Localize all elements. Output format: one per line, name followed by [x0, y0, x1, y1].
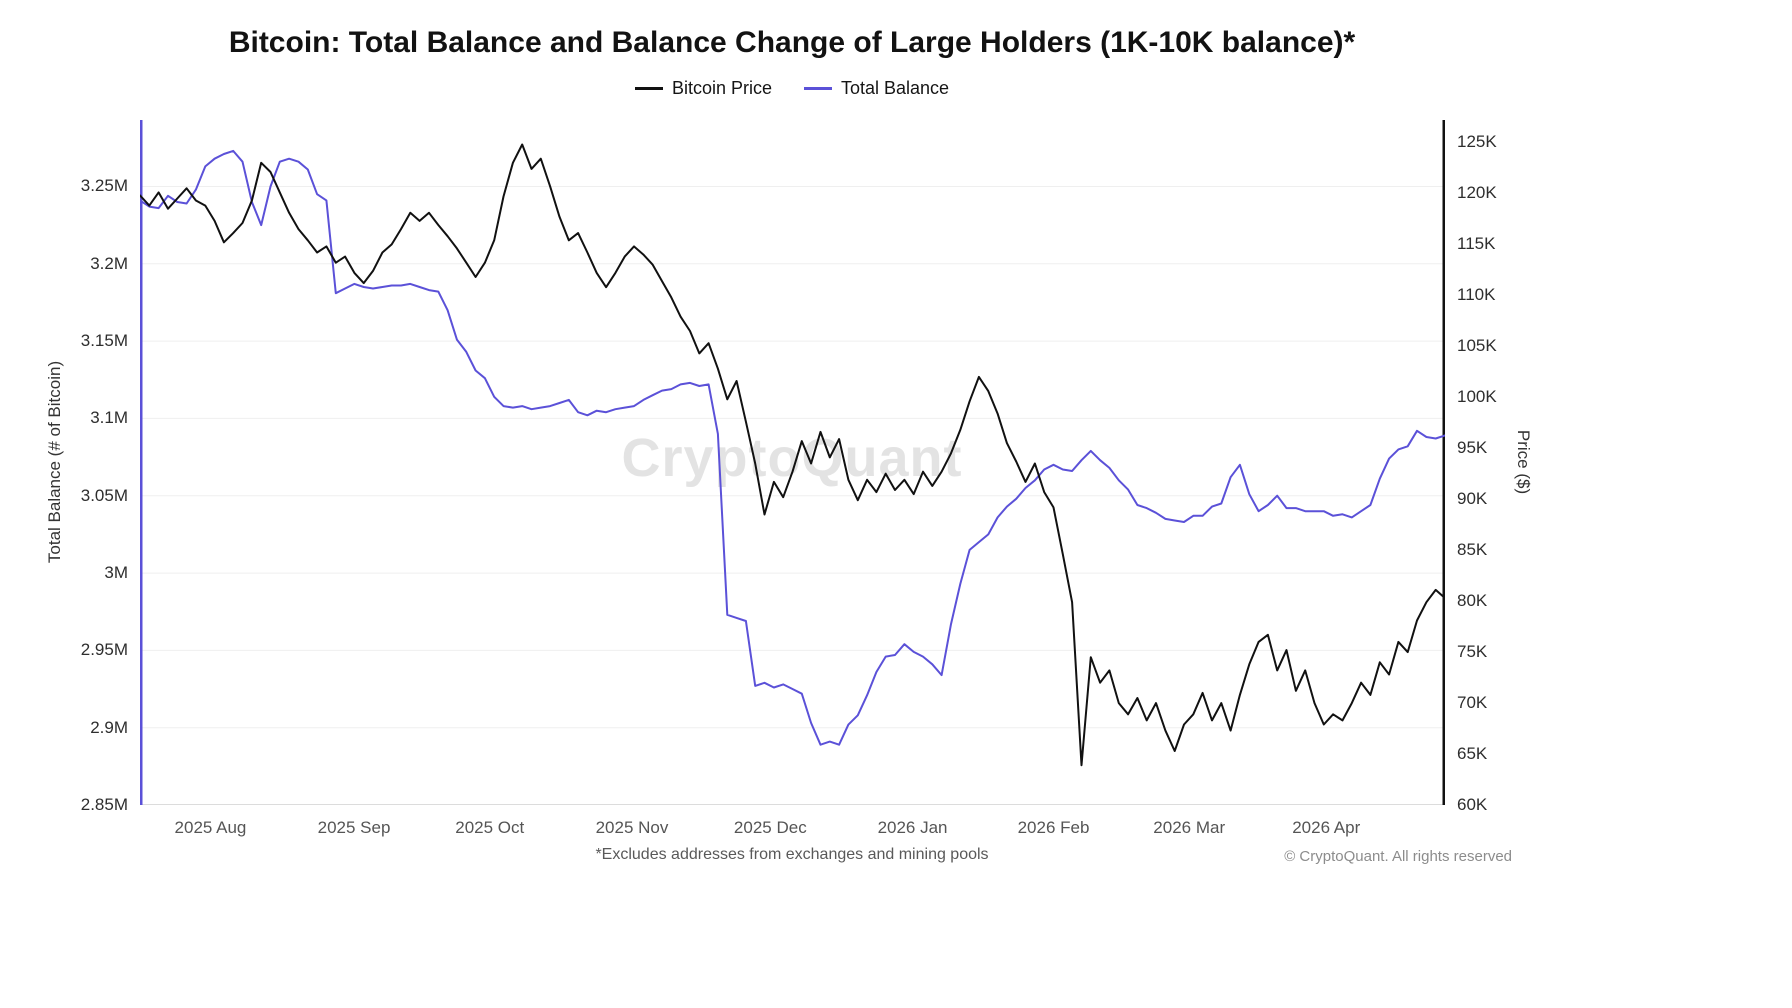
- left-axis-title: Total Balance (# of Bitcoin): [45, 360, 64, 564]
- left-axis-tick-label: 3.2M: [90, 253, 128, 273]
- chart-footnote: *Excludes addresses from exchanges and m…: [595, 846, 989, 863]
- bitcoin-price-line: [140, 143, 1445, 767]
- cryptoquant-watermark: CryptoQuant: [621, 428, 963, 488]
- right-axis-tick-label: 70K: [1457, 693, 1488, 713]
- right-axis-tick-label: 65K: [1457, 744, 1488, 764]
- right-axis-tick-label: 100K: [1457, 387, 1497, 407]
- left-axis-tick-label: 3.15M: [80, 331, 128, 351]
- x-axis-tick-label: 2025 Dec: [733, 818, 807, 837]
- right-axis-tick-label: 125K: [1457, 132, 1497, 152]
- x-axis-tick-label: 2026 Apr: [1292, 818, 1361, 837]
- total-balance-line-icon: [803, 87, 832, 90]
- x-axis-tick-label: 2025 Sep: [317, 818, 391, 837]
- right-axis-tick-label: 95K: [1457, 438, 1488, 458]
- copyright-notice: © CryptoQuant. All rights reserved: [1284, 848, 1512, 865]
- left-axis-tick-label: 2.85M: [80, 795, 128, 814]
- chart-title: Bitcoin: Total Balance and Balance Chang…: [228, 26, 1356, 59]
- right-axis-tick-label: 90K: [1457, 489, 1488, 509]
- left-axis-tick-label: 2.9M: [90, 717, 128, 737]
- right-axis-tick-label: 75K: [1457, 642, 1488, 662]
- left-axis-tick-label: 3M: [104, 563, 128, 583]
- total-balance-line: [140, 149, 1445, 746]
- left-axis-tick-label: 3.1M: [90, 408, 128, 428]
- x-axis-tick-label: 2026 Feb: [1017, 818, 1090, 837]
- left-axis-tick-label: 3.05M: [80, 485, 128, 505]
- right-axis-tick-label: 105K: [1457, 336, 1497, 356]
- right-axis-tick-label: 60K: [1457, 795, 1488, 814]
- x-axis-tick-label: 2026 Jan: [877, 818, 948, 837]
- right-axis-tick-label: 85K: [1457, 540, 1488, 560]
- legend-item-total-balance[interactable]: Total Balance: [803, 78, 950, 99]
- right-axis-tick-label: 80K: [1457, 591, 1488, 611]
- right-axis-tick-label: 120K: [1457, 183, 1497, 203]
- legend-item-bitcoin-price[interactable]: Bitcoin Price: [634, 78, 772, 99]
- legend-label-total-balance: Total Balance: [840, 78, 950, 98]
- left-axis-tick-label: 2.95M: [80, 640, 128, 660]
- chart-plot-area[interactable]: [140, 120, 1445, 805]
- right-axis-tick-label: 115K: [1457, 234, 1496, 254]
- bitcoin-price-line-icon: [634, 87, 663, 90]
- legend: Bitcoin Price Total Balance: [0, 78, 1584, 99]
- x-axis-tick-label: 2025 Oct: [455, 818, 525, 837]
- x-axis-tick-label: 2025 Nov: [595, 818, 669, 837]
- legend-label-bitcoin-price: Bitcoin Price: [671, 78, 772, 98]
- right-axis-tick-label: 110K: [1457, 285, 1496, 305]
- x-axis-tick-label: 2025 Aug: [174, 818, 247, 837]
- left-axis-tick-label: 3.25M: [80, 176, 128, 196]
- right-axis-title: Price ($): [1514, 429, 1533, 495]
- x-axis-tick-label: 2026 Mar: [1153, 818, 1226, 837]
